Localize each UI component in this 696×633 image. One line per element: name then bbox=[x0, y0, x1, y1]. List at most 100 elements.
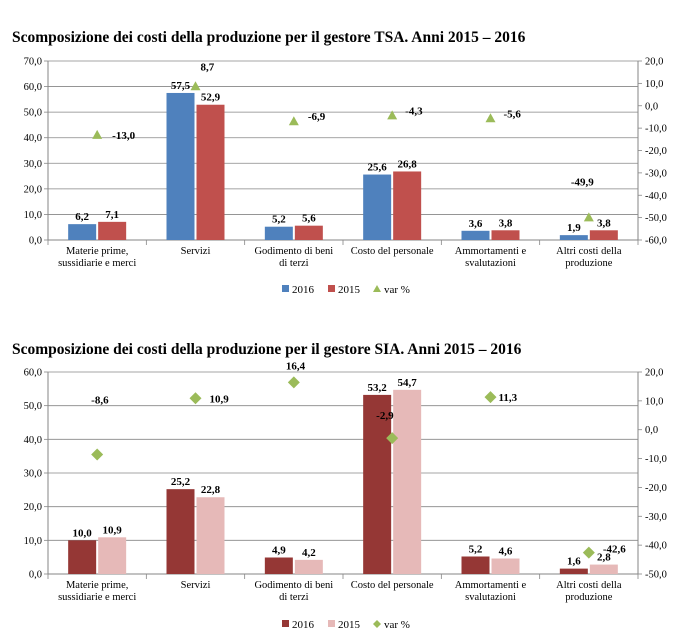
y2-tick-label: 10,0 bbox=[645, 396, 663, 407]
data-point bbox=[288, 116, 299, 126]
data-label: 22,8 bbox=[201, 484, 221, 496]
legend: 2016 2015 var % bbox=[282, 619, 410, 631]
x-tick-label: Godimento di beni di terzi bbox=[254, 580, 333, 603]
x-tick-label: Godimento di beni di terzi bbox=[254, 246, 333, 269]
bar bbox=[68, 540, 97, 574]
data-label: 3,6 bbox=[469, 218, 483, 230]
data-label: 4,6 bbox=[499, 546, 513, 558]
data-label: 3,8 bbox=[499, 217, 513, 229]
data-label: 10,0 bbox=[73, 527, 93, 539]
y2-tick-label: 20,0 bbox=[645, 368, 663, 379]
legend-label: 2015 bbox=[338, 284, 361, 296]
legend: 2016 2015 var % bbox=[282, 284, 410, 296]
y2-tick-label: -50,0 bbox=[645, 570, 667, 581]
bar bbox=[166, 489, 195, 574]
y-tick-label: 0,0 bbox=[29, 236, 42, 247]
chart-tsa: Scomposizione dei costi della produzione… bbox=[12, 29, 667, 296]
data-label: -2,9 bbox=[376, 410, 394, 422]
bar bbox=[363, 174, 392, 240]
bar bbox=[294, 225, 323, 240]
bar bbox=[491, 558, 520, 574]
bar bbox=[166, 92, 195, 240]
data-label: 3,8 bbox=[597, 217, 611, 229]
y-tick-label: 20,0 bbox=[24, 184, 42, 195]
y-tick-label: 50,0 bbox=[24, 401, 42, 412]
bar bbox=[461, 230, 490, 240]
data-label: 7,1 bbox=[105, 209, 119, 221]
data-label: 6,2 bbox=[75, 211, 89, 223]
y-tick-label: 40,0 bbox=[24, 435, 42, 446]
data-label: 5,2 bbox=[272, 214, 286, 226]
legend-marker bbox=[373, 620, 381, 628]
y-tick-label: 30,0 bbox=[24, 159, 42, 170]
data-label: 4,9 bbox=[272, 545, 286, 557]
data-label: 16,4 bbox=[286, 360, 306, 372]
data-point bbox=[287, 376, 300, 389]
y-tick-label: 60,0 bbox=[24, 82, 42, 93]
chart-sia-plot: 0,0 10,0 20,0 30,0 40,0 50,0 60,0 -50,0 -40,0 -30… bbox=[24, 360, 667, 631]
data-label: 10,9 bbox=[210, 393, 230, 405]
data-label: -5,6 bbox=[504, 108, 522, 120]
bar bbox=[196, 104, 225, 240]
data-label: 1,6 bbox=[567, 556, 581, 568]
bar bbox=[98, 221, 127, 240]
bar bbox=[196, 497, 225, 574]
bar bbox=[264, 226, 293, 240]
bar bbox=[491, 230, 520, 240]
data-point bbox=[91, 448, 104, 461]
chart-sia: Scomposizione dei costi della produzione… bbox=[0, 318, 696, 633]
bar bbox=[294, 559, 323, 574]
y2-tick-label: 20,0 bbox=[645, 57, 663, 68]
data-label: 52,9 bbox=[201, 92, 221, 104]
y2-tick-label: -20,0 bbox=[645, 146, 667, 157]
data-point bbox=[485, 113, 496, 123]
y2-tick-label: -10,0 bbox=[645, 454, 667, 465]
y-tick-label: 10,0 bbox=[24, 210, 42, 221]
y-tick-label: 60,0 bbox=[24, 368, 42, 379]
bar bbox=[559, 235, 588, 240]
chart-title: Scomposizione dei costi della produzione… bbox=[12, 29, 526, 46]
x-tick-label: Costo del personale bbox=[351, 246, 434, 257]
y2-tick-label: -50,0 bbox=[645, 213, 667, 224]
y2-tick-label: -40,0 bbox=[645, 541, 667, 552]
legend-swatch bbox=[328, 620, 335, 627]
data-label: 57,5 bbox=[171, 80, 191, 92]
y-tick-label: 70,0 bbox=[24, 57, 42, 68]
y2-tick-label: -30,0 bbox=[645, 168, 667, 179]
data-label: 2,8 bbox=[597, 552, 611, 564]
y-tick-label: 30,0 bbox=[24, 469, 42, 480]
data-label: -13,0 bbox=[112, 130, 135, 142]
data-label: 25,2 bbox=[171, 476, 191, 488]
legend-label: 2015 bbox=[338, 619, 361, 631]
data-label: -42,6 bbox=[603, 544, 626, 556]
x-tick-label: Ammortamenti e svalutazioni bbox=[455, 580, 527, 603]
data-point bbox=[484, 391, 497, 404]
data-label: 11,3 bbox=[499, 392, 518, 404]
x-tick-label: Servizi bbox=[181, 580, 211, 591]
data-point bbox=[582, 546, 595, 559]
data-label: 5,2 bbox=[469, 543, 483, 555]
y-tick-label: 0,0 bbox=[29, 570, 42, 581]
chart-title: Scomposizione dei costi della produzione… bbox=[12, 341, 522, 358]
data-label: 10,9 bbox=[103, 524, 123, 536]
legend-label: 2016 bbox=[292, 284, 315, 296]
data-label: -49,9 bbox=[571, 176, 594, 188]
data-label: 26,8 bbox=[398, 158, 418, 170]
y2-tick-label: 0,0 bbox=[645, 425, 658, 436]
y-tick-label: 20,0 bbox=[24, 502, 42, 513]
bar bbox=[68, 224, 97, 240]
legend-label: var % bbox=[384, 619, 410, 631]
bar bbox=[461, 556, 490, 574]
bar bbox=[363, 394, 392, 574]
data-point bbox=[387, 110, 398, 120]
bar bbox=[393, 389, 422, 574]
legend-label: var % bbox=[384, 284, 410, 296]
data-label: -4,3 bbox=[405, 105, 423, 117]
data-label: -8,6 bbox=[91, 395, 109, 407]
data-label: -6,9 bbox=[308, 111, 326, 123]
bar bbox=[393, 171, 422, 240]
bar bbox=[264, 557, 293, 574]
x-tick-label: Materie prime, sussidiarie e merci bbox=[58, 246, 136, 269]
x-tick-label: Altri costi della produzione bbox=[556, 246, 622, 269]
data-label: 5,6 bbox=[302, 213, 316, 225]
